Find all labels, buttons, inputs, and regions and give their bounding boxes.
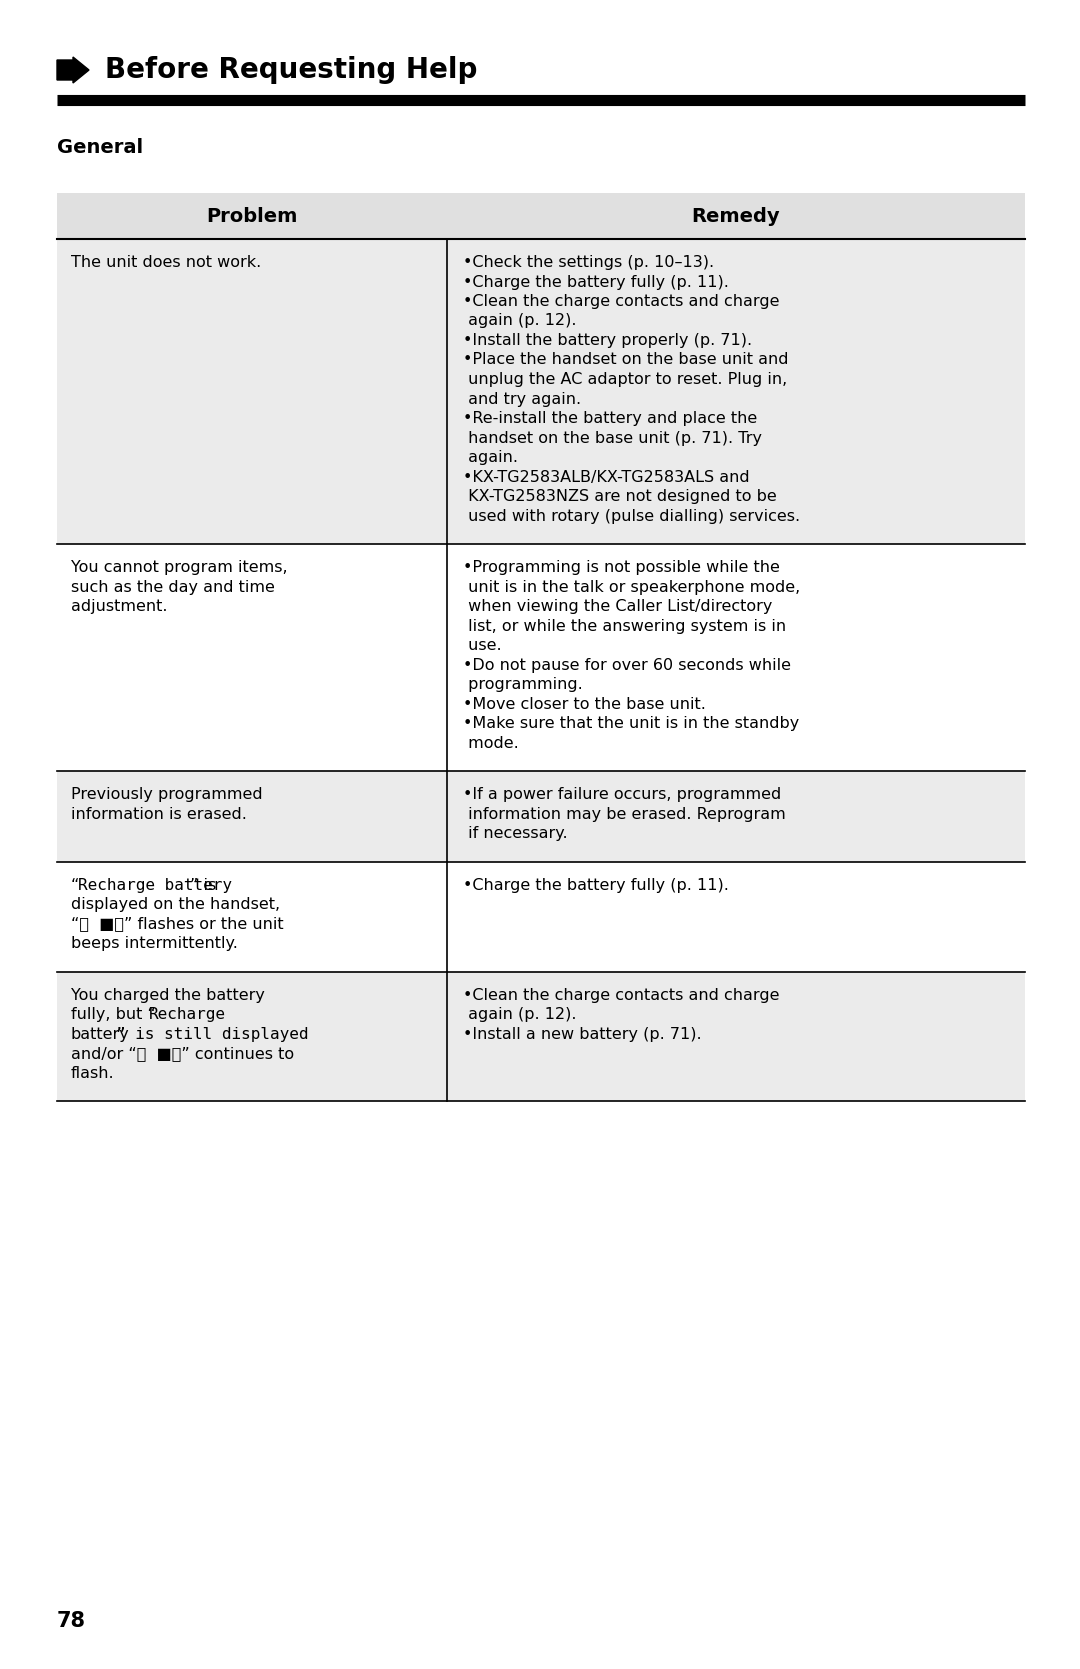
Text: information may be erased. Reprogram: information may be erased. Reprogram bbox=[463, 806, 786, 821]
Text: “［  ■］” flashes or the unit: “［ ■］” flashes or the unit bbox=[71, 916, 284, 931]
Text: •Charge the battery fully (p. 11).: •Charge the battery fully (p. 11). bbox=[463, 274, 729, 289]
Bar bbox=[447, 239, 1025, 544]
Text: •Charge the battery fully (p. 11).: •Charge the battery fully (p. 11). bbox=[463, 878, 729, 893]
Text: list, or while the answering system is in: list, or while the answering system is i… bbox=[463, 619, 786, 634]
Text: used with rotary (pulse dialling) services.: used with rotary (pulse dialling) servic… bbox=[463, 509, 800, 524]
Text: Recharge battery: Recharge battery bbox=[78, 878, 231, 893]
Text: •If a power failure occurs, programmed: •If a power failure occurs, programmed bbox=[463, 788, 781, 803]
Text: •Do not pause for over 60 seconds while: •Do not pause for over 60 seconds while bbox=[463, 658, 791, 673]
Text: ” is still displayed: ” is still displayed bbox=[117, 1026, 309, 1041]
Text: Previously programmed: Previously programmed bbox=[71, 788, 262, 803]
Bar bbox=[447, 861, 1025, 971]
Text: You charged the battery: You charged the battery bbox=[71, 988, 265, 1003]
Text: ” is: ” is bbox=[189, 878, 216, 893]
Text: unit is in the talk or speakerphone mode,: unit is in the talk or speakerphone mode… bbox=[463, 579, 800, 594]
Text: unplug the AC adaptor to reset. Plug in,: unplug the AC adaptor to reset. Plug in, bbox=[463, 372, 787, 387]
Text: handset on the base unit (p. 71). Try: handset on the base unit (p. 71). Try bbox=[463, 431, 762, 446]
Text: programming.: programming. bbox=[463, 678, 583, 693]
Text: and try again.: and try again. bbox=[463, 392, 581, 407]
Text: •Check the settings (p. 10–13).: •Check the settings (p. 10–13). bbox=[463, 255, 714, 270]
FancyArrow shape bbox=[57, 57, 89, 83]
Text: information is erased.: information is erased. bbox=[71, 806, 247, 821]
Text: •Clean the charge contacts and charge: •Clean the charge contacts and charge bbox=[463, 988, 780, 1003]
Text: KX-TG2583NZS are not designed to be: KX-TG2583NZS are not designed to be bbox=[463, 489, 777, 504]
Text: if necessary.: if necessary. bbox=[463, 826, 568, 841]
Text: adjustment.: adjustment. bbox=[71, 599, 167, 614]
Text: •Install the battery properly (p. 71).: •Install the battery properly (p. 71). bbox=[463, 334, 752, 349]
Text: again.: again. bbox=[463, 451, 518, 466]
Text: The unit does not work.: The unit does not work. bbox=[71, 255, 261, 270]
Bar bbox=[57, 861, 447, 971]
Text: fully, but “: fully, but “ bbox=[71, 1006, 156, 1021]
Bar bbox=[57, 239, 447, 544]
Text: General: General bbox=[57, 139, 144, 157]
Text: beeps intermittently.: beeps intermittently. bbox=[71, 936, 238, 951]
Text: again (p. 12).: again (p. 12). bbox=[463, 1006, 577, 1021]
Text: •Programming is not possible while the: •Programming is not possible while the bbox=[463, 561, 780, 576]
Text: •Clean the charge contacts and charge: •Clean the charge contacts and charge bbox=[463, 294, 780, 309]
Bar bbox=[57, 194, 447, 239]
Text: when viewing the Caller List/directory: when viewing the Caller List/directory bbox=[463, 599, 772, 614]
Bar bbox=[447, 771, 1025, 861]
Text: •KX-TG2583ALB/KX-TG2583ALS and: •KX-TG2583ALB/KX-TG2583ALS and bbox=[463, 469, 750, 484]
Bar bbox=[57, 771, 447, 861]
Text: •Re-install the battery and place the: •Re-install the battery and place the bbox=[463, 411, 757, 426]
Text: and/or “［  ■］” continues to: and/or “［ ■］” continues to bbox=[71, 1046, 294, 1061]
Text: Before Requesting Help: Before Requesting Help bbox=[105, 57, 477, 83]
Text: •Make sure that the unit is in the standby: •Make sure that the unit is in the stand… bbox=[463, 716, 799, 731]
Text: “: “ bbox=[71, 878, 79, 893]
Text: use.: use. bbox=[463, 638, 501, 653]
Text: Remedy: Remedy bbox=[691, 207, 781, 225]
Bar bbox=[447, 971, 1025, 1102]
Text: •Place the handset on the base unit and: •Place the handset on the base unit and bbox=[463, 352, 788, 367]
Text: battery: battery bbox=[71, 1026, 130, 1041]
Text: •Install a new battery (p. 71).: •Install a new battery (p. 71). bbox=[463, 1026, 702, 1041]
Bar bbox=[447, 544, 1025, 771]
Text: again (p. 12).: again (p. 12). bbox=[463, 314, 577, 329]
Text: such as the day and time: such as the day and time bbox=[71, 579, 275, 594]
Text: flash.: flash. bbox=[71, 1065, 114, 1080]
Text: Problem: Problem bbox=[206, 207, 298, 225]
Bar bbox=[57, 544, 447, 771]
Text: Recharge: Recharge bbox=[149, 1006, 226, 1021]
Text: •Move closer to the base unit.: •Move closer to the base unit. bbox=[463, 696, 706, 711]
Text: mode.: mode. bbox=[463, 736, 518, 751]
Text: You cannot program items,: You cannot program items, bbox=[71, 561, 287, 576]
Bar bbox=[447, 194, 1025, 239]
Text: 78: 78 bbox=[57, 1611, 86, 1631]
Bar bbox=[57, 971, 447, 1102]
Text: displayed on the handset,: displayed on the handset, bbox=[71, 896, 280, 911]
